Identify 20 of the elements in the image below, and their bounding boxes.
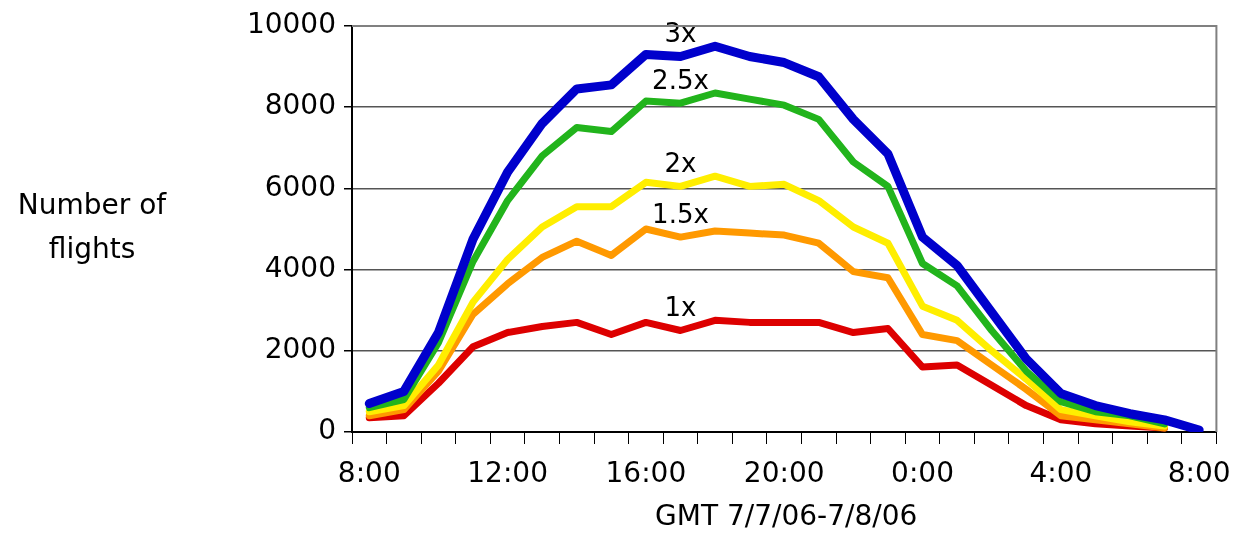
y-axis-title: Number of flights	[17, 188, 168, 266]
y-tick-label: 2000	[264, 332, 336, 366]
y-tick-label: 6000	[264, 169, 336, 203]
x-axis-title: GMT 7/7/06-7/8/06	[655, 499, 918, 533]
x-tick-label: 16:00	[605, 456, 687, 490]
y-tick-label: 8000	[264, 88, 336, 122]
x-tick-label: 4:00	[1029, 456, 1093, 490]
series-label: 2x	[664, 148, 697, 179]
x-tick-label: 20:00	[743, 456, 825, 490]
series-label: 1x	[664, 292, 697, 323]
series-label: 1.5x	[652, 198, 709, 229]
x-tick-label: 8:00	[337, 456, 401, 490]
series-label: 2.5x	[652, 64, 709, 95]
y-tick-label: 0	[318, 413, 336, 447]
y-tick-label: 4000	[264, 250, 336, 284]
y-tick-label: 10000	[246, 7, 336, 41]
x-tick-label: 12:00	[467, 456, 548, 490]
series-label: 3x	[664, 18, 697, 49]
x-tick-label: 0:00	[891, 456, 954, 490]
x-tick-label: 8:00	[1167, 456, 1231, 490]
